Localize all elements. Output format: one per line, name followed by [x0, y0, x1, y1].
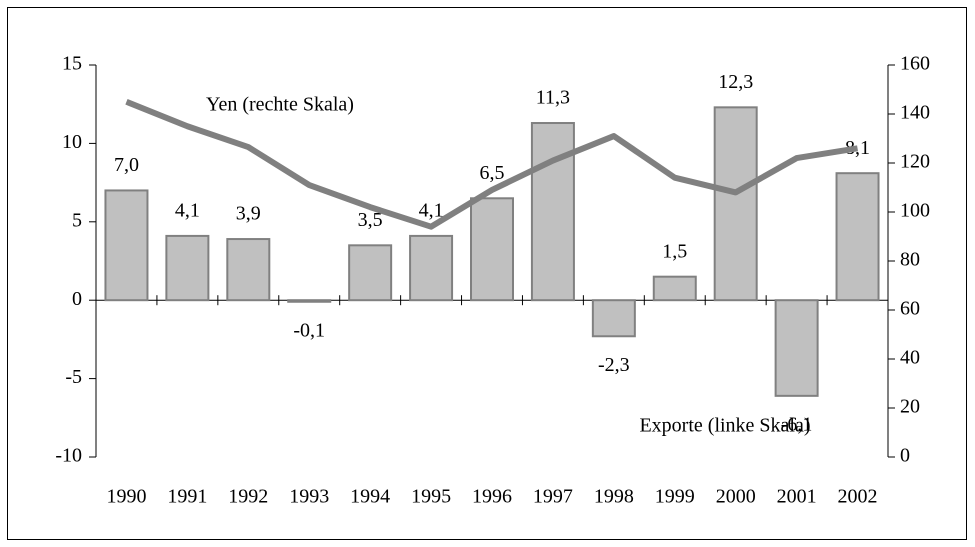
bar [104, 189, 149, 302]
bar [591, 299, 636, 338]
value-label: 11,3 [536, 87, 570, 109]
x-tick-label: 1993 [289, 486, 329, 508]
y2-tick-label: 80 [900, 249, 920, 271]
bar [774, 299, 819, 397]
value-label: 3,9 [236, 203, 261, 225]
value-label: 8,1 [845, 137, 870, 159]
y2-tick-label: 120 [900, 151, 930, 173]
y-tick-label: 5 [72, 209, 82, 231]
value-label: -6,1 [781, 413, 813, 435]
line [125, 98, 859, 230]
series-label: Yen (rechte Skala) [206, 94, 354, 116]
y2-tick-label: 60 [900, 298, 920, 320]
bar [713, 106, 758, 302]
x-tick-label: 2001 [777, 486, 817, 508]
x-tick-label: 1998 [594, 486, 634, 508]
y-tick-label: 10 [62, 131, 82, 153]
value-label: 7,0 [114, 154, 139, 176]
x-tick-label: 1992 [228, 486, 268, 508]
y2-tick-label: 100 [900, 200, 930, 222]
y-tick-label: -10 [55, 445, 82, 467]
x-tick-label: 1997 [533, 486, 573, 508]
value-label: 12,3 [718, 71, 753, 93]
bar [652, 275, 697, 302]
value-label: -2,3 [598, 354, 630, 376]
value-label: 6,5 [480, 162, 505, 184]
x-tick-label: 1991 [167, 486, 207, 508]
bar [226, 238, 271, 302]
bar [409, 234, 454, 302]
bar [835, 172, 880, 302]
y2-tick-label: 40 [900, 347, 920, 369]
y-tick-label: -5 [65, 366, 82, 388]
x-tick-label: 1996 [472, 486, 512, 508]
y2-tick-label: 0 [900, 445, 910, 467]
y-tick-label: 15 [62, 53, 82, 75]
x-tick-label: 1990 [106, 486, 146, 508]
bar [530, 122, 575, 302]
value-label: 3,5 [358, 209, 383, 231]
value-label: 4,1 [419, 200, 444, 222]
x-tick-label: 1999 [655, 486, 695, 508]
x-tick-label: 1995 [411, 486, 451, 508]
bar [348, 244, 393, 302]
y2-tick-label: 160 [900, 53, 930, 75]
x-tick-label: 2002 [838, 486, 878, 508]
x-tick-label: 1994 [350, 486, 390, 508]
y2-tick-label: 20 [900, 396, 920, 418]
value-label: 1,5 [662, 240, 687, 262]
x-tick-label: 2000 [716, 486, 756, 508]
y-tick-label: 0 [72, 288, 82, 310]
bar [165, 234, 210, 302]
value-label: 4,1 [175, 200, 200, 222]
value-label: -0,1 [293, 319, 325, 341]
bar [287, 299, 332, 303]
series-label: Exporte (linke Skala) [639, 415, 810, 437]
y2-tick-label: 140 [900, 102, 930, 124]
bar [470, 197, 514, 302]
